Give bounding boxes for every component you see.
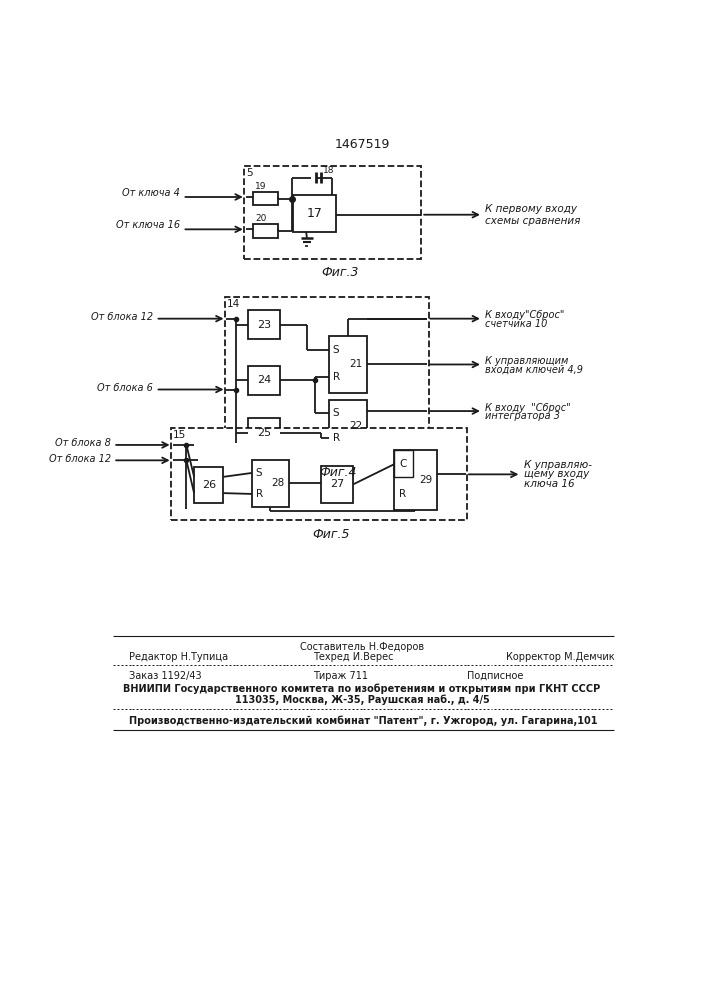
Text: К входу  "Сброс": К входу "Сброс" xyxy=(485,403,571,413)
Text: Корректор М.Демчик: Корректор М.Демчик xyxy=(506,652,614,662)
Bar xyxy=(225,297,429,459)
Text: От блока 6: От блока 6 xyxy=(98,383,153,393)
Bar xyxy=(321,466,354,503)
Text: R: R xyxy=(399,489,407,499)
Text: 1467519: 1467519 xyxy=(334,138,390,151)
Text: ВНИИПИ Государственного комитета по изобретениям и открытиям при ГКНТ СССР: ВНИИПИ Государственного комитета по изоб… xyxy=(123,683,600,694)
Text: От ключа 4: От ключа 4 xyxy=(122,188,180,198)
Bar xyxy=(244,166,421,259)
Text: R: R xyxy=(333,372,340,382)
Text: Заказ 1192/43: Заказ 1192/43 xyxy=(129,671,201,681)
Text: счетчика 10: счетчика 10 xyxy=(485,319,547,329)
Text: Фиг.4: Фиг.4 xyxy=(320,466,357,479)
Text: S: S xyxy=(256,468,262,478)
Text: 27: 27 xyxy=(330,479,344,489)
Text: 21: 21 xyxy=(349,359,363,369)
Text: 18: 18 xyxy=(323,166,334,175)
Text: К управляю-: К управляю- xyxy=(524,460,592,470)
Text: Подписное: Подписное xyxy=(467,671,524,681)
Text: Тираж 711: Тираж 711 xyxy=(313,671,368,681)
Bar xyxy=(395,450,437,510)
Text: схемы сравнения: схемы сравнения xyxy=(485,216,580,226)
Bar xyxy=(248,310,281,339)
Text: К первому входу: К первому входу xyxy=(485,204,577,214)
Text: 5: 5 xyxy=(247,168,253,178)
Text: R: R xyxy=(256,489,263,499)
Text: S: S xyxy=(333,408,339,418)
Bar xyxy=(253,192,278,205)
Text: 26: 26 xyxy=(201,480,216,490)
Text: Фиг.5: Фиг.5 xyxy=(312,528,349,541)
Bar xyxy=(248,418,281,447)
Text: щему входу: щему входу xyxy=(524,469,589,479)
Text: S: S xyxy=(333,345,339,355)
Bar xyxy=(329,400,368,453)
Bar xyxy=(171,428,467,520)
Text: 19: 19 xyxy=(255,182,267,191)
Text: R: R xyxy=(333,433,340,443)
Text: От блока 12: От блока 12 xyxy=(91,312,153,322)
Bar xyxy=(253,224,278,238)
Text: К входу"Сброс": К входу"Сброс" xyxy=(485,310,564,320)
Text: интегратора 3: интегратора 3 xyxy=(485,411,560,421)
Text: 17: 17 xyxy=(307,207,322,220)
Text: От блока 8: От блока 8 xyxy=(55,438,111,448)
Bar xyxy=(293,195,336,232)
Text: Техред И.Верес: Техред И.Верес xyxy=(313,652,394,662)
Text: 25: 25 xyxy=(257,428,271,438)
Bar xyxy=(194,466,223,503)
Text: 113035, Москва, Ж-35, Раушская наб., д. 4/5: 113035, Москва, Ж-35, Раушская наб., д. … xyxy=(235,695,489,705)
Text: Производственно-издательский комбинат "Патент", г. Ужгород, ул. Гагарина,101: Производственно-издательский комбинат "П… xyxy=(129,715,597,726)
Text: 15: 15 xyxy=(173,430,186,440)
Text: ключа 16: ключа 16 xyxy=(524,479,574,489)
Text: C: C xyxy=(399,459,407,469)
Text: 14: 14 xyxy=(226,299,240,309)
Bar xyxy=(395,450,414,477)
Bar xyxy=(329,336,368,393)
Text: Составитель Н.Федоров: Составитель Н.Федоров xyxy=(300,642,424,652)
Text: входам ключей 4,9: входам ключей 4,9 xyxy=(485,365,583,375)
Text: Фиг.3: Фиг.3 xyxy=(322,266,359,279)
Bar xyxy=(248,366,281,395)
Text: 24: 24 xyxy=(257,375,271,385)
Text: Редактор Н.Тупица: Редактор Н.Тупица xyxy=(129,652,228,662)
Text: 23: 23 xyxy=(257,320,271,330)
Text: 29: 29 xyxy=(419,475,432,485)
Text: От блока 12: От блока 12 xyxy=(49,454,111,464)
Text: 22: 22 xyxy=(349,421,363,431)
Text: 28: 28 xyxy=(271,478,285,488)
Text: 20: 20 xyxy=(255,214,267,223)
Text: К управляющим: К управляющим xyxy=(485,356,568,366)
Bar xyxy=(252,460,288,507)
Text: От ключа 16: От ключа 16 xyxy=(116,220,180,230)
